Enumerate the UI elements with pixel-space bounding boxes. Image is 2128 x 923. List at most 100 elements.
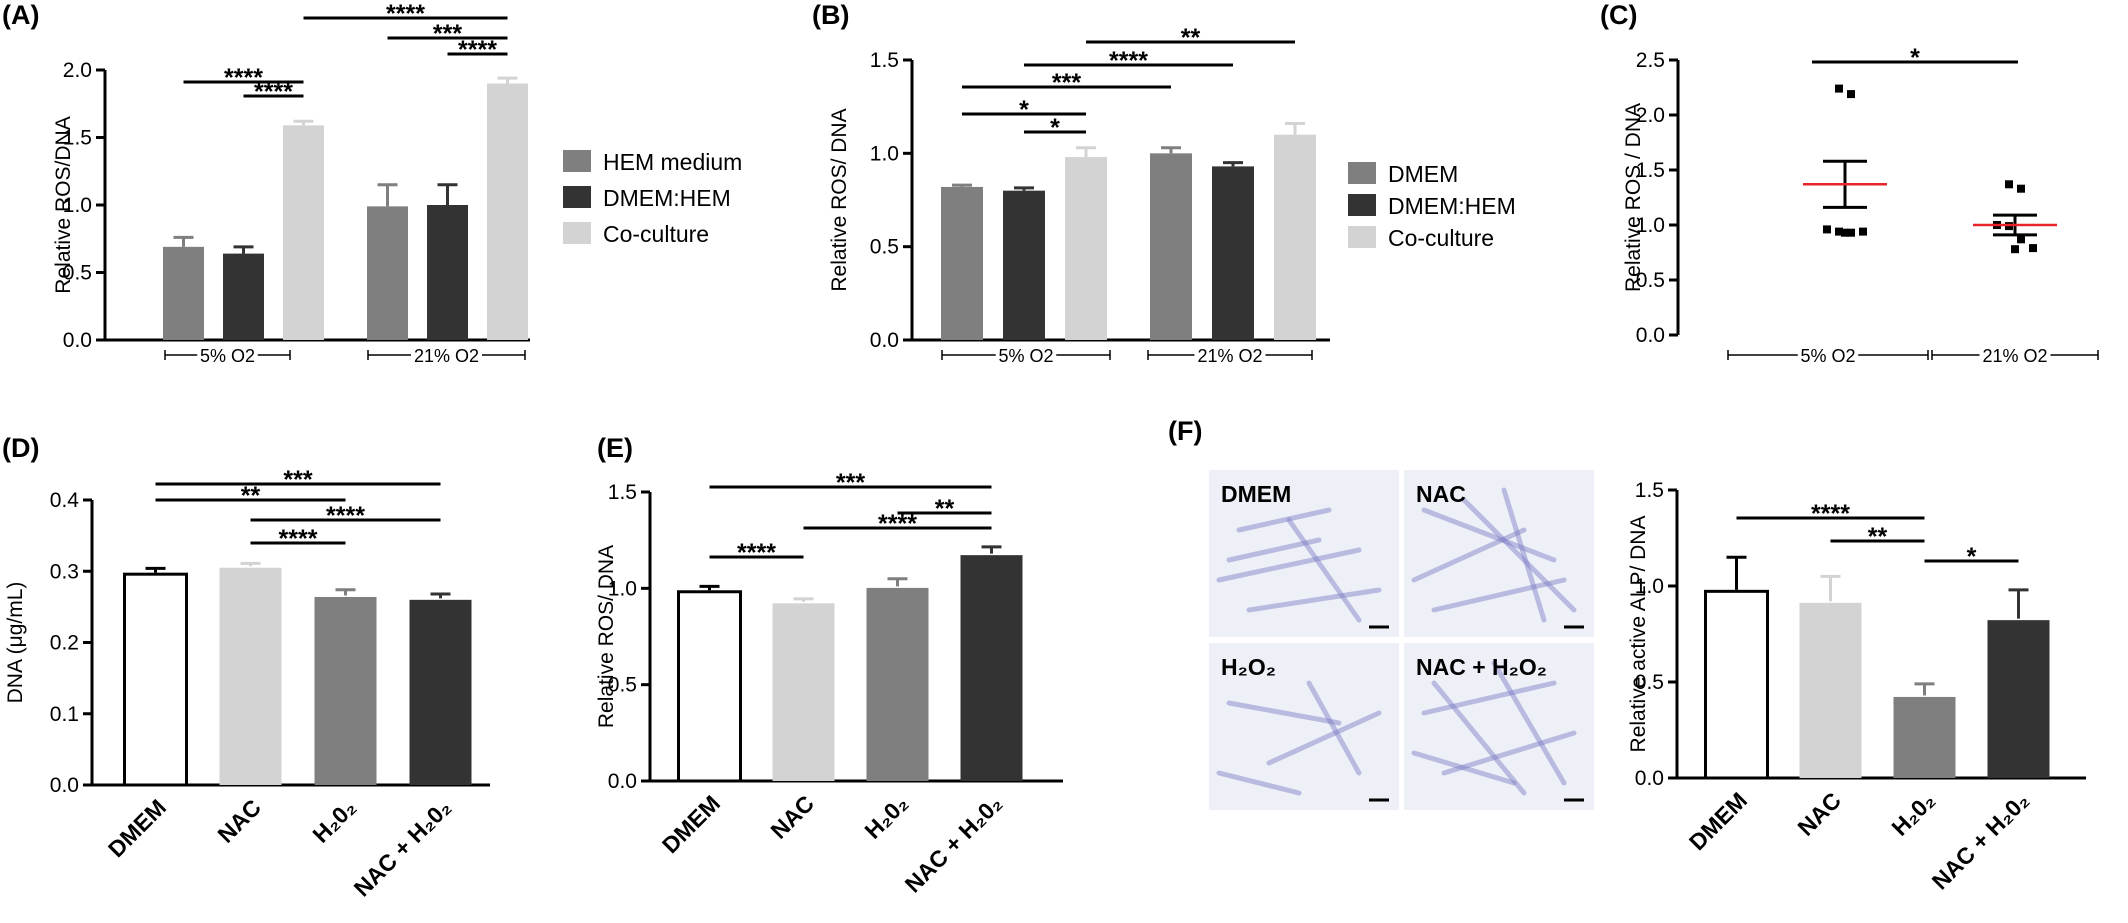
y-axis-label: Relative ROS/ DNA [595,545,618,728]
data-point [2005,180,2013,189]
y-axis-label: Relative active ALP/ DNA [1627,516,1650,753]
significance-label: ** [1181,24,1201,52]
micrograph-grid: DMEM NAC H₂O₂ NAC + H₂O₂ [1209,470,1594,810]
stained-cell [1286,517,1362,623]
group-label: 5% O2 [200,346,255,366]
group-label: 5% O2 [998,346,1053,366]
significance-label: ** [935,495,955,523]
significance-label: * [1967,543,1977,571]
y-tick-label: 0.0 [1636,324,1665,347]
micrograph-background [1209,643,1399,810]
group-label: 21% O2 [414,346,479,366]
significance-label: **** [1811,500,1850,528]
legend-label: DMEM:HEM [603,185,731,211]
significance-label: **** [878,510,917,538]
significance-label: **** [458,36,497,64]
chart-d: 0.0 0.1 0.2 0.3 0.4 DNA (μg/mL) DMEM NAC H₂0₂NAC… [4,466,490,902]
legend-label: DMEM [1388,161,1458,187]
x-tick-label: H₂0₂ [859,790,913,844]
micrograph-label: NAC + H₂O₂ [1416,654,1547,680]
y-axis-label: Relative ROS / DNA [1622,103,1645,292]
group-label: 5% O2 [1800,346,1855,366]
data-point [1835,227,1843,236]
micrograph-background [1404,643,1594,810]
data-point [1835,84,1843,93]
significance-label: **** [386,0,425,28]
bar [1212,166,1254,340]
y-tick-label: 1.5 [870,49,899,72]
stained-cell [1461,497,1577,613]
y-tick-label: 0.0 [63,329,92,352]
data-point [1859,227,1867,236]
stained-cell [1491,660,1567,786]
x-tick-label: NAC + H₂0₂ [349,794,456,901]
y-tick-label: 0.5 [1635,671,1664,694]
bar [772,603,835,781]
significance-label: **** [326,502,365,530]
micrograph-background [1404,470,1594,637]
x-tick-label: DMEM [657,790,725,858]
stained-cell [1216,547,1362,583]
y-axis-label: DNA (μg/mL) [4,582,27,704]
significance-label: ** [1868,523,1888,551]
significance-label: * [1910,44,1920,72]
legend-swatch [1348,226,1376,248]
y-tick-label: 0.5 [870,236,899,259]
y-tick-label: 2.5 [1636,49,1665,72]
x-tick-label: H₂0₂ [1886,787,1940,841]
legend-swatch [563,222,591,244]
y-tick-label: 0.2 [50,632,79,655]
panel-label-a: (A) [2,0,39,30]
legend-label: Co-culture [603,221,709,247]
x-tick-label: NAC [1792,787,1846,841]
y-tick-label: 0.0 [870,329,899,352]
chart-c: 0.0 0.5 1.0 1.5 2.0 2.5 Relative ROS / DNA 5% O… [1622,44,2099,366]
y-tick-label: 0.5 [63,262,92,285]
bar [314,596,377,785]
bar [427,205,468,340]
micrograph-tile: NAC + H₂O₂ [1404,643,1594,810]
y-tick-label: 0.3 [50,560,79,583]
data-point [1823,225,1831,234]
x-tick-label: NAC + H₂0₂ [1927,787,2034,894]
micrograph-label: H₂O₂ [1221,654,1276,680]
bar [1003,190,1045,340]
data-point [2017,235,2025,244]
stained-cell [1421,507,1557,563]
data-point [1847,90,1855,99]
bar [223,253,264,340]
data-point [2017,184,2025,193]
y-tick-label: 0.5 [1636,269,1665,292]
x-tick-label: NAC [765,790,819,844]
bar [1274,134,1316,340]
stained-cell [1266,710,1382,766]
significance-label: **** [279,525,318,553]
significance-label: **** [737,539,776,567]
y-tick-label: 1.5 [1636,159,1665,182]
stained-cell [1226,537,1322,563]
significance-label: *** [1052,69,1081,97]
x-tick-label: DMEM [1684,787,1752,855]
legend-swatch [563,186,591,208]
x-tick-label: NAC [212,794,266,848]
significance-label: *** [836,469,865,497]
stained-cell [1421,680,1557,716]
panel-label-d: (D) [2,433,39,463]
panel-label-c: (C) [1600,0,1637,30]
bar [866,587,929,781]
data-point [1841,228,1849,237]
micrograph-background [1209,470,1399,637]
bar [123,572,188,787]
data-point [2011,245,2019,254]
stained-cell [1411,750,1517,786]
legend-label: DMEM:HEM [1388,193,1516,219]
y-tick-label: 1.5 [1635,479,1664,502]
significance-label: *** [283,466,312,494]
legend-label: HEM medium [603,149,742,175]
bar [1893,696,1956,778]
bar [219,567,282,785]
bar [367,206,408,340]
x-tick-label: DMEM [103,794,171,862]
y-tick-label: 0.5 [608,674,637,697]
significance-label: ** [241,482,261,510]
